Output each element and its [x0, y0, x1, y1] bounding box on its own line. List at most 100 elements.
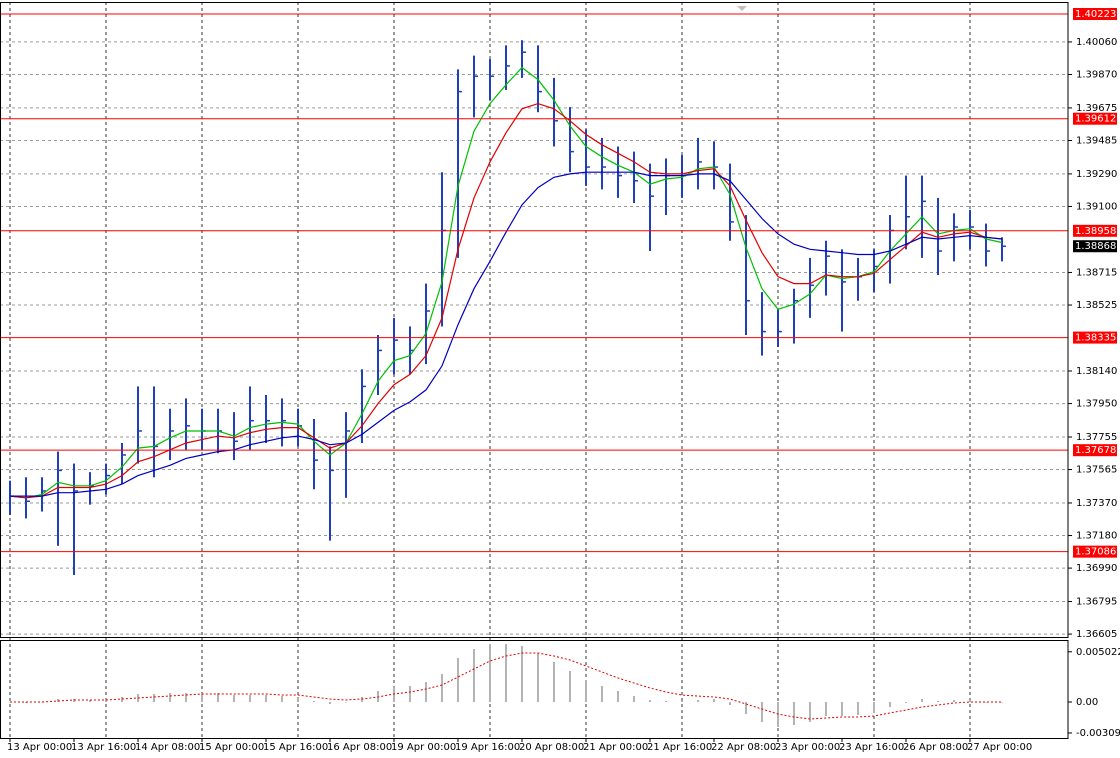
moving-average [9, 102, 1003, 499]
y-tick-label: 0.00 [1076, 697, 1098, 708]
macd-bar [505, 644, 507, 702]
x-tick-label: 23 Apr 00:00 [775, 742, 840, 753]
macd-bar [841, 702, 843, 716]
x-tick-label: 23 Apr 16:00 [839, 742, 904, 753]
macd-bar [985, 702, 987, 703]
y-tick-label: 1.39870 [1076, 69, 1117, 80]
macd-bar [873, 702, 875, 713]
macd-bar [633, 696, 635, 702]
x-tick-label: 20 Apr 08:00 [519, 742, 584, 753]
x-tick-label: 15 Apr 00:00 [199, 742, 264, 753]
macd-bar [217, 693, 219, 702]
moving-average [10, 171, 1003, 497]
x-tick-label: 13 Apr 00:00 [7, 742, 72, 753]
y-tick-label: 1.38525 [1076, 300, 1117, 311]
last-price-box [1073, 240, 1117, 253]
macd-bar [201, 693, 203, 702]
panel-frame [0, 640, 1069, 739]
macd-bar [921, 699, 923, 702]
level-label: 1.37678 [1075, 445, 1116, 456]
x-tick-label: 21 Apr 16:00 [647, 742, 712, 753]
y-tick-label: 1.37565 [1076, 465, 1117, 476]
x-tick-label: 27 Apr 00:00 [967, 742, 1032, 753]
y-tick-label: -0.003096 [1076, 728, 1120, 739]
macd-bar [969, 700, 971, 702]
macd-bar [473, 649, 475, 702]
y-tick-label: 0.005022 [1076, 647, 1120, 658]
y-tick-label: 1.40060 [1076, 37, 1117, 48]
x-tick-label: 19 Apr 00:00 [391, 742, 456, 753]
macd-bar [457, 658, 459, 702]
x-tick-label: 15 Apr 16:00 [263, 742, 328, 753]
macd-bar [41, 702, 43, 703]
macd-bar [425, 682, 427, 702]
x-tick-label: 16 Apr 08:00 [327, 742, 392, 753]
macd-bar [617, 691, 619, 702]
level-label: 1.38958 [1075, 226, 1116, 237]
macd-bar [729, 702, 731, 705]
macd-bar [601, 686, 603, 702]
level-label: 1.40223 [1075, 9, 1116, 20]
macd-bar [345, 702, 347, 703]
y-tick-label: 1.39100 [1076, 201, 1117, 212]
level-label-box [1073, 112, 1117, 125]
x-tick-label: 19 Apr 16:00 [455, 742, 520, 753]
level-label-box [1073, 224, 1117, 237]
macd-bar [185, 693, 187, 702]
macd-bar [809, 702, 811, 722]
panel-frame [0, 2, 1069, 638]
level-label: 1.39612 [1075, 114, 1116, 125]
macd-bar [297, 697, 299, 702]
macd-bar [569, 671, 571, 702]
macd-bar [441, 674, 443, 702]
macd-bar [1001, 702, 1003, 703]
level-label-box [1073, 7, 1117, 20]
level-label: 1.38335 [1075, 333, 1116, 344]
y-tick-label: 1.37755 [1076, 432, 1117, 443]
y-tick-label: 1.37950 [1076, 399, 1117, 410]
level-label-box [1073, 545, 1117, 558]
macd-bar [409, 686, 411, 702]
macd-bar [681, 701, 683, 702]
x-tick-label: 22 Apr 08:00 [711, 742, 776, 753]
macd-bar [745, 702, 747, 714]
y-tick-label: 1.36990 [1076, 563, 1117, 574]
x-tick-label: 21 Apr 00:00 [583, 742, 648, 753]
macd-bar [313, 701, 315, 702]
last-price-label: 1.38868 [1075, 241, 1116, 252]
y-tick-label: 1.39290 [1076, 169, 1117, 180]
macd-bar [489, 644, 491, 702]
level-label-box [1073, 331, 1117, 344]
macd-bar [793, 702, 795, 725]
y-tick-label: 1.39485 [1076, 135, 1117, 146]
scroll-marker [737, 6, 747, 11]
y-tick-label: 1.36605 [1076, 629, 1117, 640]
macd-bar [713, 699, 715, 702]
macd-bar [665, 701, 667, 702]
macd-bar [649, 700, 651, 702]
macd-bar [265, 695, 267, 702]
macd-bar [761, 702, 763, 722]
x-tick-label: 13 Apr 16:00 [71, 742, 136, 753]
y-tick-label: 1.37180 [1076, 531, 1117, 542]
macd-bar [553, 662, 555, 702]
macd-bar [153, 694, 155, 702]
macd-bar [825, 702, 827, 716]
macd-bar [329, 702, 331, 704]
y-tick-label: 1.37370 [1076, 498, 1117, 509]
moving-average [9, 66, 1003, 499]
y-tick-label: 1.38715 [1076, 267, 1117, 278]
macd-bar [249, 695, 251, 702]
macd-bar [857, 702, 859, 715]
y-tick-label: 1.38140 [1076, 366, 1117, 377]
x-tick-label: 26 Apr 08:00 [903, 742, 968, 753]
macd-bar [233, 695, 235, 702]
macd-bar [937, 701, 939, 702]
macd-bar [89, 700, 91, 702]
macd-bar [521, 646, 523, 702]
macd-bar [953, 700, 955, 702]
macd-bar [169, 693, 171, 702]
x-tick-label: 14 Apr 08:00 [135, 742, 200, 753]
